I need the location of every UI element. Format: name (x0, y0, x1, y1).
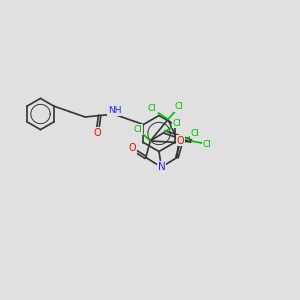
Text: Cl: Cl (175, 102, 184, 111)
Text: Cl: Cl (134, 125, 143, 134)
Text: N: N (158, 162, 165, 172)
Text: O: O (94, 128, 102, 138)
Text: Cl: Cl (190, 129, 200, 138)
Text: O: O (177, 136, 184, 146)
Text: Cl: Cl (172, 118, 181, 127)
Text: Cl: Cl (148, 103, 157, 112)
Text: Cl: Cl (202, 140, 211, 149)
Text: NH: NH (108, 106, 122, 115)
Text: O: O (128, 143, 136, 153)
